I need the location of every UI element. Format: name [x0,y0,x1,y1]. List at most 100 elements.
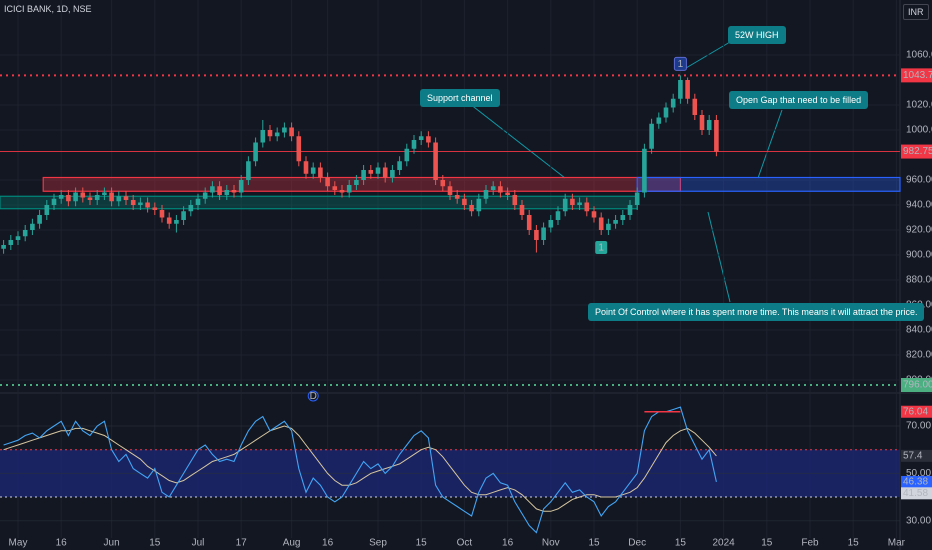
candle-body [152,207,158,210]
price-tag-label: 982.75 [903,146,932,157]
candle-body [404,148,410,162]
x-tick-label: Mar [888,538,906,549]
candle-body [498,186,503,193]
candle-body [318,167,323,178]
candle-body [339,190,345,193]
y-tick-label: 880.00 [906,275,932,286]
x-tick-label: Nov [542,538,560,549]
candle-body [159,210,165,218]
candle-body [692,98,698,115]
candle-body [138,202,143,205]
candle-body [375,167,381,174]
x-tick-label: Aug [283,538,301,549]
candle-body [325,177,330,187]
candle-body [289,127,294,137]
candle-body [397,161,402,170]
candle-body [699,115,705,130]
annotation: Point Of Control where it has spent more… [588,303,925,321]
candle-body [469,205,474,212]
currency[interactable]: INR [903,4,929,20]
candle-body [670,98,676,108]
candle-body [109,192,114,202]
price-tag-label: 796.00 [903,380,932,391]
connector [707,211,731,303]
y-tick-label: 960.00 [906,175,932,186]
candle-body [1,245,6,249]
x-tick-label: Oct [457,538,473,549]
candle-body [426,136,431,143]
marker [673,56,687,71]
candle-body [238,180,244,193]
candle-body [570,198,575,205]
candle-body [642,148,647,193]
candle-body [80,192,86,198]
marker [595,241,608,254]
annotation: Open Gap that need to be filled [729,91,869,109]
candle-body [145,202,150,208]
candle-body [217,186,222,195]
candle-body [303,161,309,174]
candle-body [15,236,21,240]
price-tag [901,68,932,83]
candle-body [123,196,129,200]
marker-label: 1 [598,243,604,254]
x-tick-label: Sep [369,538,387,549]
candle-body [591,211,597,218]
candle-body [296,136,302,162]
rsi-tick-label: 30.00 [906,515,931,526]
candle-body [66,195,71,202]
candle-body [73,192,78,202]
candle-body [462,198,467,205]
candle-body [174,220,179,224]
y-tick-label: 940.00 [906,200,932,211]
candle-body [447,186,453,195]
candle-body [620,215,626,220]
candle-body [166,217,172,224]
candle-body [627,205,633,215]
marker-label: 1 [678,59,684,70]
rsi-tag-label: 57.4 [903,451,923,462]
x-tick-label: 15 [416,538,428,549]
rsi-ma [3,425,717,512]
rsi-tick-label: 50.00 [906,468,931,479]
candle-body [58,195,64,199]
candle-body [253,142,258,162]
candle-body [476,198,482,212]
candle-body [51,198,57,205]
candle-body [606,223,611,230]
y-tick-label: 920.00 [906,225,932,236]
candle-body [130,200,136,205]
price-tag [901,378,932,392]
rsi-tag [901,405,932,418]
event-marker [307,390,319,402]
candle-body [210,186,215,193]
x-tick-label: 15 [149,538,161,549]
x-tick-label: 17 [236,538,248,549]
candle-body [584,202,590,212]
candle-body [260,130,266,143]
x-tick-label: 2024 [712,538,735,549]
candle-body [505,192,510,195]
x-tick-label: Jun [104,538,120,549]
rsi-tag [901,487,932,500]
price-tag [901,144,932,159]
candle-body [555,211,561,220]
x-tick-label: 15 [848,538,860,549]
candle-body [22,230,28,237]
candle-body [706,120,712,130]
candle-body [483,190,489,199]
candle-body [634,192,640,205]
candle-body [577,202,582,205]
candle-body [454,195,460,199]
candle-body [188,205,194,212]
candle-body [282,127,287,133]
candle-body [656,117,662,124]
candle-body [37,215,42,224]
connector [757,109,783,179]
candle-body [714,120,719,152]
candle-body [310,167,316,174]
candle-body [390,170,395,178]
candle-body [418,136,424,140]
x-tick-label: 16 [322,538,334,549]
